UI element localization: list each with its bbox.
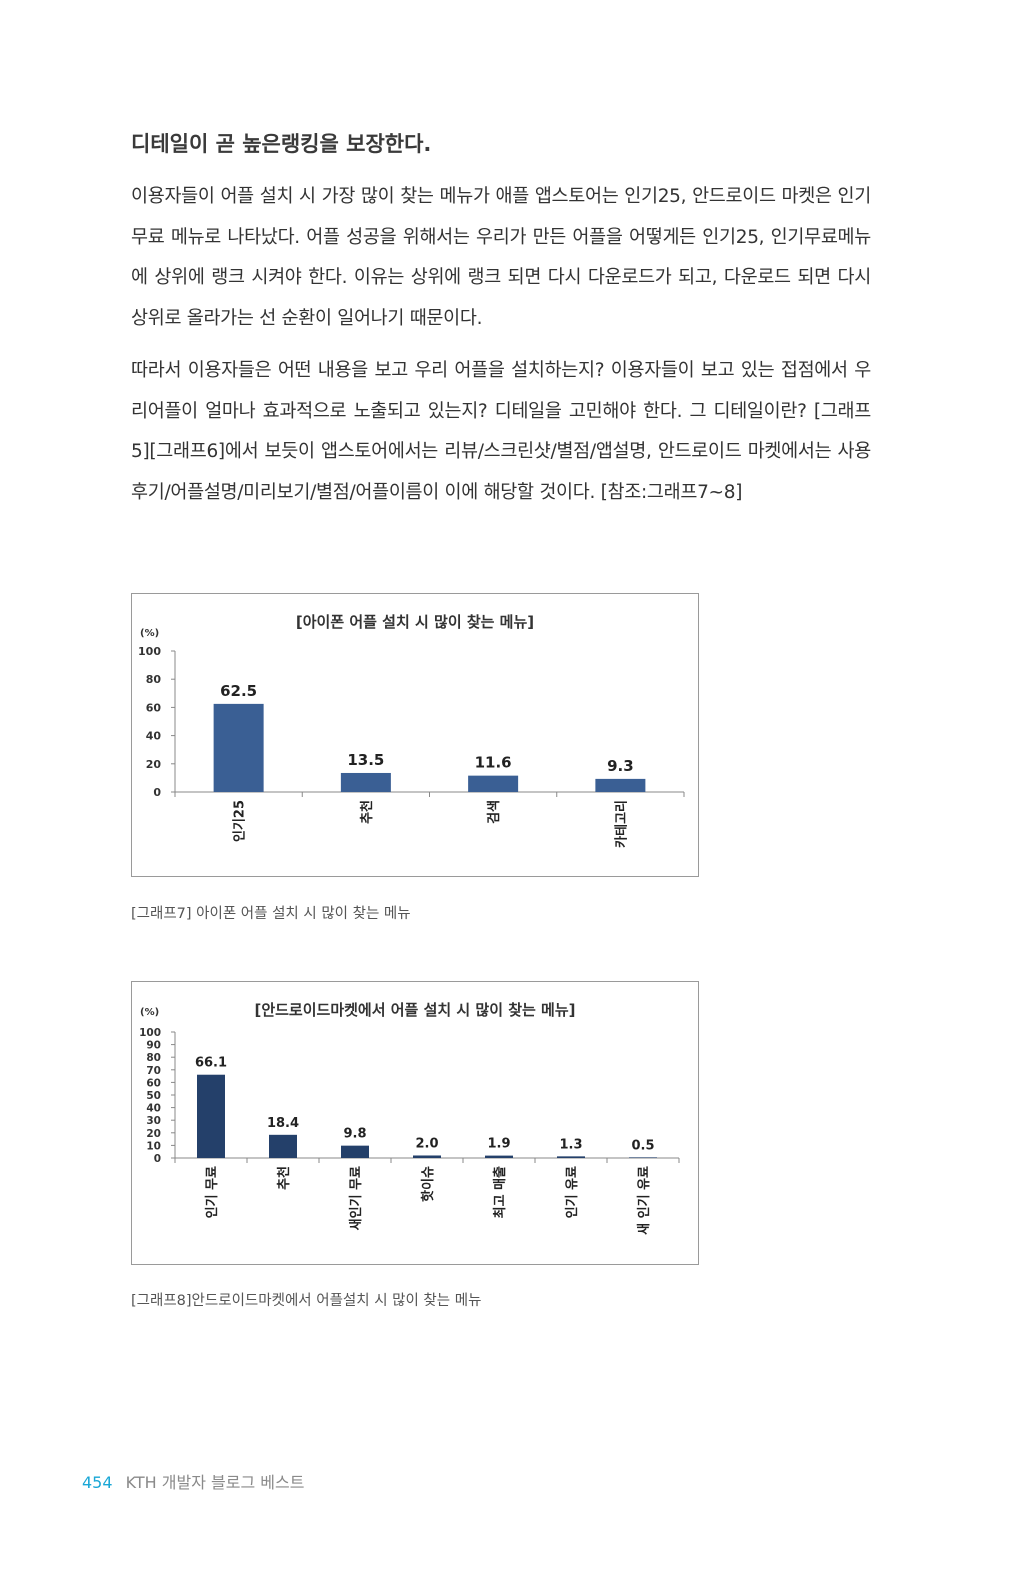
bar-5 [557,1156,585,1158]
y-tick-label: 60 [146,1077,161,1089]
bar-2 [468,775,519,792]
category-label-2: 새인기 무료 [348,1166,364,1230]
page-number: 454 [82,1473,113,1492]
category-label-1: 추천 [359,800,375,824]
section-heading: 디테일이 곧 높은랭킹을 보장한다. [131,132,432,156]
y-tick-label: 0 [154,1153,161,1165]
value-label-0: 66.1 [195,1056,227,1071]
bar-1 [269,1134,297,1158]
y-tick-label: 80 [146,1052,161,1064]
value-label-5: 1.3 [559,1137,582,1152]
y-tick-label: 20 [146,758,162,771]
category-label-3: 카테고리 [613,800,629,848]
value-label-4: 1.9 [487,1137,510,1152]
iphone-menu-chart: [아이폰 어플 설치 시 많이 찾는 메뉴] (%) 0 20 40 60 80 100 62.… [131,593,699,877]
chart-title: [아이폰 어플 설치 시 많이 찾는 메뉴] [296,613,534,631]
page-footer: 454 KTH 개발자 블로그 베스트 [82,1469,304,1493]
category-label-5: 인기 유료 [564,1166,580,1218]
category-label-0: 인기 무료 [204,1166,220,1218]
y-tick-label: 60 [146,701,162,714]
value-label-1: 18.4 [267,1116,299,1131]
category-label-1: 추천 [276,1166,292,1190]
category-label-0: 인기25 [232,800,248,842]
bar-1 [340,772,391,792]
value-label-3: 9.3 [607,757,634,775]
category-label-6: 새 인기 유료 [636,1166,652,1235]
value-label-1: 13.5 [347,751,384,769]
value-label-2: 11.6 [475,754,512,772]
value-label-2: 9.8 [343,1127,366,1142]
y-tick-label: 20 [146,1128,161,1140]
android-menu-chart-svg: [안드로이드마켓에서 어플 설치 시 많이 찾는 메뉴] (%) 010203040… [139,1001,680,1235]
iphone-menu-chart-svg: [아이폰 어플 설치 시 많이 찾는 메뉴] (%) 0 20 40 60 80 100 62.… [138,613,685,848]
value-label-0: 62.5 [220,682,257,700]
y-tick-label: 40 [146,1103,161,1115]
y-axis-unit-label: (%) [140,1007,159,1018]
y-tick-label: 70 [146,1065,161,1077]
chart-caption-8: [그래프8]안드로이드마켓에서 어플설치 시 많이 찾는 메뉴 [131,1293,482,1309]
value-label-6: 0.5 [631,1138,654,1153]
y-tick-label: 80 [146,673,162,686]
bar-6 [629,1157,657,1158]
y-tick-label: 100 [138,645,161,658]
android-menu-chart: [안드로이드마켓에서 어플 설치 시 많이 찾는 메뉴] (%) 0 10 20 30 40… [131,981,699,1265]
y-tick-label: 100 [139,1027,161,1039]
body-paragraph-2: 따라서 이용자들은 어떤 내용을 보고 우리 어플을 설치하는지? 이용자들이 … [131,360,871,503]
category-label-3: 핫이슈 [420,1166,436,1202]
bar-4 [485,1155,513,1158]
y-tick-label: 90 [146,1040,161,1052]
bar-0 [197,1074,225,1158]
bar-3 [413,1155,441,1158]
body-paragraph-1: 이용자들이 어플 설치 시 가장 많이 찾는 메뉴가 애플 앱스토어는 인기25… [131,186,871,329]
book-title: KTH 개발자 블로그 베스트 [125,1473,305,1492]
y-tick-label: 50 [146,1090,161,1102]
category-label-4: 최고 매출 [492,1166,508,1218]
category-label-2: 검색 [487,800,502,824]
y-tick-label: 0 [153,786,161,799]
y-tick-label: 30 [146,1115,161,1127]
value-label-3: 2.0 [415,1136,438,1151]
chart-title: [안드로이드마켓에서 어플 설치 시 많이 찾는 메뉴] [254,1001,575,1019]
bar-2 [341,1145,369,1158]
bar-3 [595,778,646,792]
y-tick-label: 40 [146,730,162,743]
y-axis-unit-label: (%) [140,628,159,639]
y-tick-label: 10 [146,1140,161,1152]
bar-0 [213,703,264,792]
chart-caption-7: [그래프7] 아이폰 어플 설치 시 많이 찾는 메뉴 [131,906,411,922]
